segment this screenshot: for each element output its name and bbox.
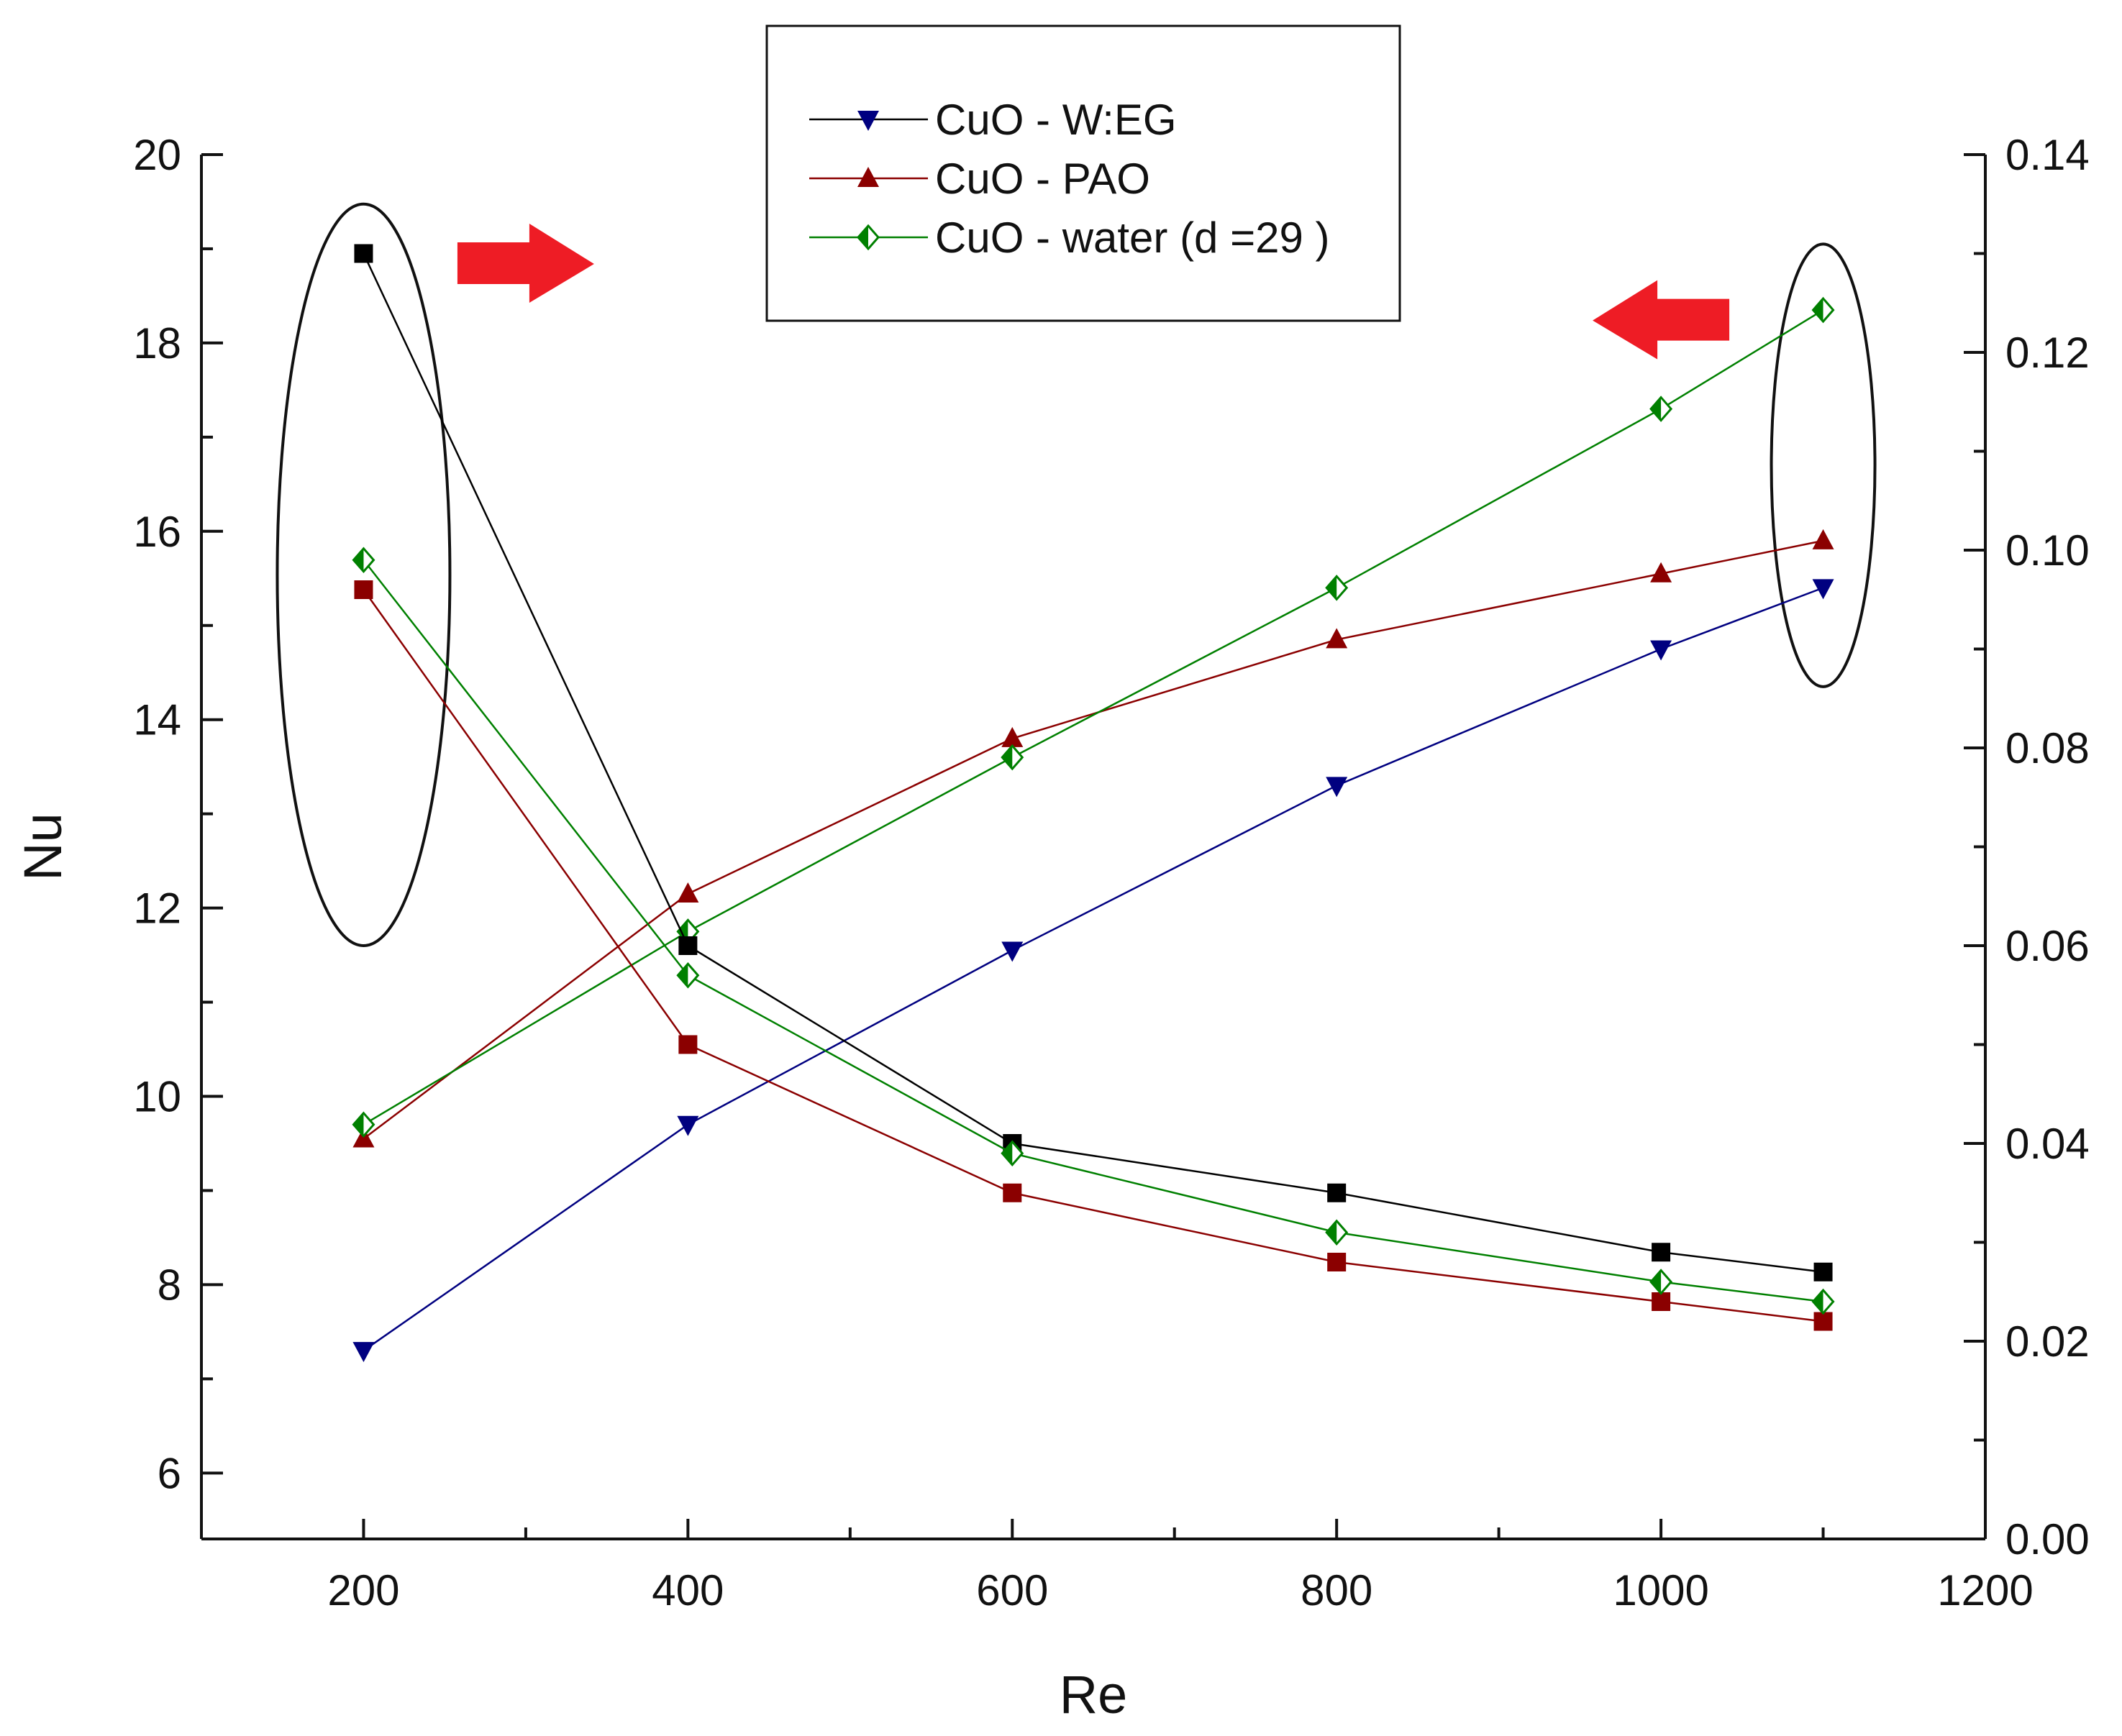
series-2-point-0-fill [353,1113,364,1136]
series-5-point-0-fill [353,548,364,572]
series-4-point-3 [1327,1253,1347,1271]
y-right-tick-label: 0.14 [2005,131,2090,179]
series-4-point-1 [678,1035,698,1054]
series-5-point-0 [352,547,375,574]
x-tick-label: 400 [652,1566,724,1614]
y-right-tick-label: 0.10 [2005,526,2090,575]
y-right-tick-label: 0.00 [2005,1515,2090,1563]
series-0-point-3 [1326,777,1348,798]
legend: CuO - W:EG CuO - PAO CuO - water (d =29 ) [765,24,1401,322]
series-0-point-2 [1001,941,1024,962]
legend-label-2: CuO - water (d =29 ) [935,214,1330,262]
legend-marker-2-fill [858,226,868,249]
series-0-point-0 [352,1342,375,1363]
y-right-tick-label: 0.02 [2005,1317,2090,1366]
annotation-layer [276,202,1877,947]
y-left-tick-label: 16 [133,508,181,556]
legend-marker-0 [857,111,879,131]
x-tick-label: 800 [1301,1566,1372,1614]
series-5-point-1-fill [678,964,688,987]
arrow-left-icon [1593,280,1730,360]
series-line-5 [363,559,1823,1303]
series-layer [352,244,1835,1363]
series-line-0 [363,587,1823,1352]
axes-layer: 200 400 600 800 1000 1200 6 8 10 12 14 16 18 20 0.00 0.… [13,131,2090,1724]
series-5-point-2-fill [1002,1141,1013,1165]
legend-marker-2 [857,224,880,251]
series-5-point-5 [1811,1288,1835,1315]
series-2-point-3-fill [1326,576,1337,600]
y-right-tick-label: 0.12 [2005,329,2090,377]
series-3-point-5 [1813,1262,1833,1282]
series-5-point-5-fill [1813,1290,1823,1313]
x-tick-label: 200 [327,1566,399,1614]
y-right-tick-label: 0.06 [2005,922,2090,970]
series-2-point-5-fill [1813,298,1823,322]
series-5-point-1 [676,961,700,989]
highlight-ellipse-0 [276,202,452,947]
y-left-tick-label: 18 [133,319,181,367]
series-2-point-0 [352,1111,375,1138]
y-left-tick-label: 20 [133,131,181,179]
series-1-point-5 [1812,529,1834,549]
series-5-point-3-fill [1326,1220,1337,1244]
y-left-tick-label: 14 [133,696,181,744]
series-4-point-5 [1813,1312,1833,1331]
x-axis-title: Re [1060,1665,1128,1724]
series-0-point-5 [1812,579,1834,600]
series-2-point-5 [1811,296,1835,324]
series-5-point-3 [1325,1219,1349,1246]
y-left-tick-label: 8 [158,1261,181,1309]
y-axis-title: Nu [13,813,73,881]
series-2-point-2-fill [1002,746,1013,769]
y-left-tick-label: 6 [158,1449,181,1497]
y-right-tick-label: 0.08 [2005,724,2090,772]
series-1-point-3 [1326,628,1348,649]
series-1-point-2 [1001,726,1024,747]
x-tick-label: 1200 [1937,1566,2033,1614]
series-1-point-4 [1650,562,1672,583]
x-tick-label: 600 [976,1566,1048,1614]
x-tick-label: 1000 [1613,1566,1708,1614]
series-line-1 [363,539,1823,1140]
highlight-ellipse-1 [1770,242,1877,688]
series-5-point-4-fill [1651,1270,1662,1294]
legend-label-0: CuO - W:EG [935,96,1177,144]
series-5-point-2 [1001,1140,1024,1167]
legend-box [765,24,1401,322]
series-2-point-4-fill [1651,397,1662,421]
series-2-point-4 [1649,396,1673,422]
series-1-point-1 [677,882,699,903]
legend-marker-1 [857,167,879,187]
series-0-point-4 [1650,640,1672,661]
series-line-2 [363,309,1824,1125]
y-left-tick-label: 10 [133,1073,181,1121]
arrow-right-icon [457,224,594,303]
series-3-point-4 [1652,1243,1671,1262]
series-4-point-0 [354,580,373,599]
series-0-point-1 [677,1115,699,1136]
y-right-tick-label: 0.04 [2005,1120,2090,1168]
series-2-point-2 [1001,744,1024,771]
y-left-tick-label: 12 [133,885,181,933]
series-line-3 [363,252,1823,1273]
series-3-point-0 [354,244,373,263]
series-4-point-2 [1003,1183,1022,1202]
series-2-point-3 [1325,575,1349,601]
legend-label-1: CuO - PAO [935,155,1150,203]
series-3-point-1 [678,936,698,955]
series-line-4 [363,589,1823,1322]
series-5-point-4 [1649,1269,1673,1295]
series-4-point-4 [1652,1292,1671,1311]
series-3-point-3 [1327,1183,1347,1202]
